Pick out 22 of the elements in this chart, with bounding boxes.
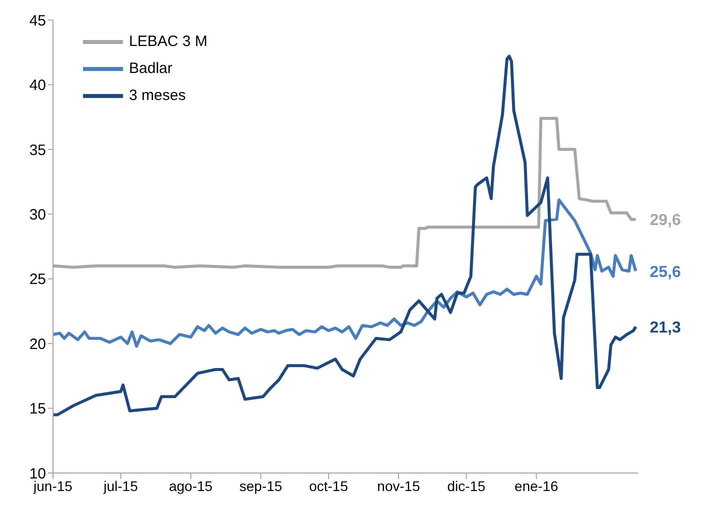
x-tick-label: sep-15 (239, 478, 282, 494)
y-tick-label: 45 (29, 12, 46, 30)
legend-label: Badlar (129, 60, 172, 77)
x-tick-label: dic-15 (447, 478, 486, 494)
line-series (53, 198, 638, 348)
line-series (53, 54, 638, 416)
x-tick-label: oct-15 (309, 478, 348, 494)
y-tick-label: 30 (29, 206, 46, 224)
annotation: 29,6 (650, 212, 681, 229)
legend-label: 3 meses (129, 87, 186, 104)
annotation: 21,3 (650, 319, 681, 336)
legend-label: LEBAC 3 M (129, 33, 208, 50)
x-tick-label: nov-15 (377, 478, 420, 494)
annotation: 25,6 (650, 264, 681, 281)
y-tick-label: 35 (29, 142, 46, 159)
y-tick-label: 20 (29, 336, 46, 353)
y-tick-label: 25 (29, 271, 46, 288)
x-tick-label: ene-16 (514, 478, 558, 494)
x-tick-label: jul-15 (102, 478, 138, 494)
y-tick-label: 15 (29, 400, 46, 418)
x-tick-label: ago-15 (168, 478, 213, 494)
y-tick-label: 40 (29, 77, 46, 94)
